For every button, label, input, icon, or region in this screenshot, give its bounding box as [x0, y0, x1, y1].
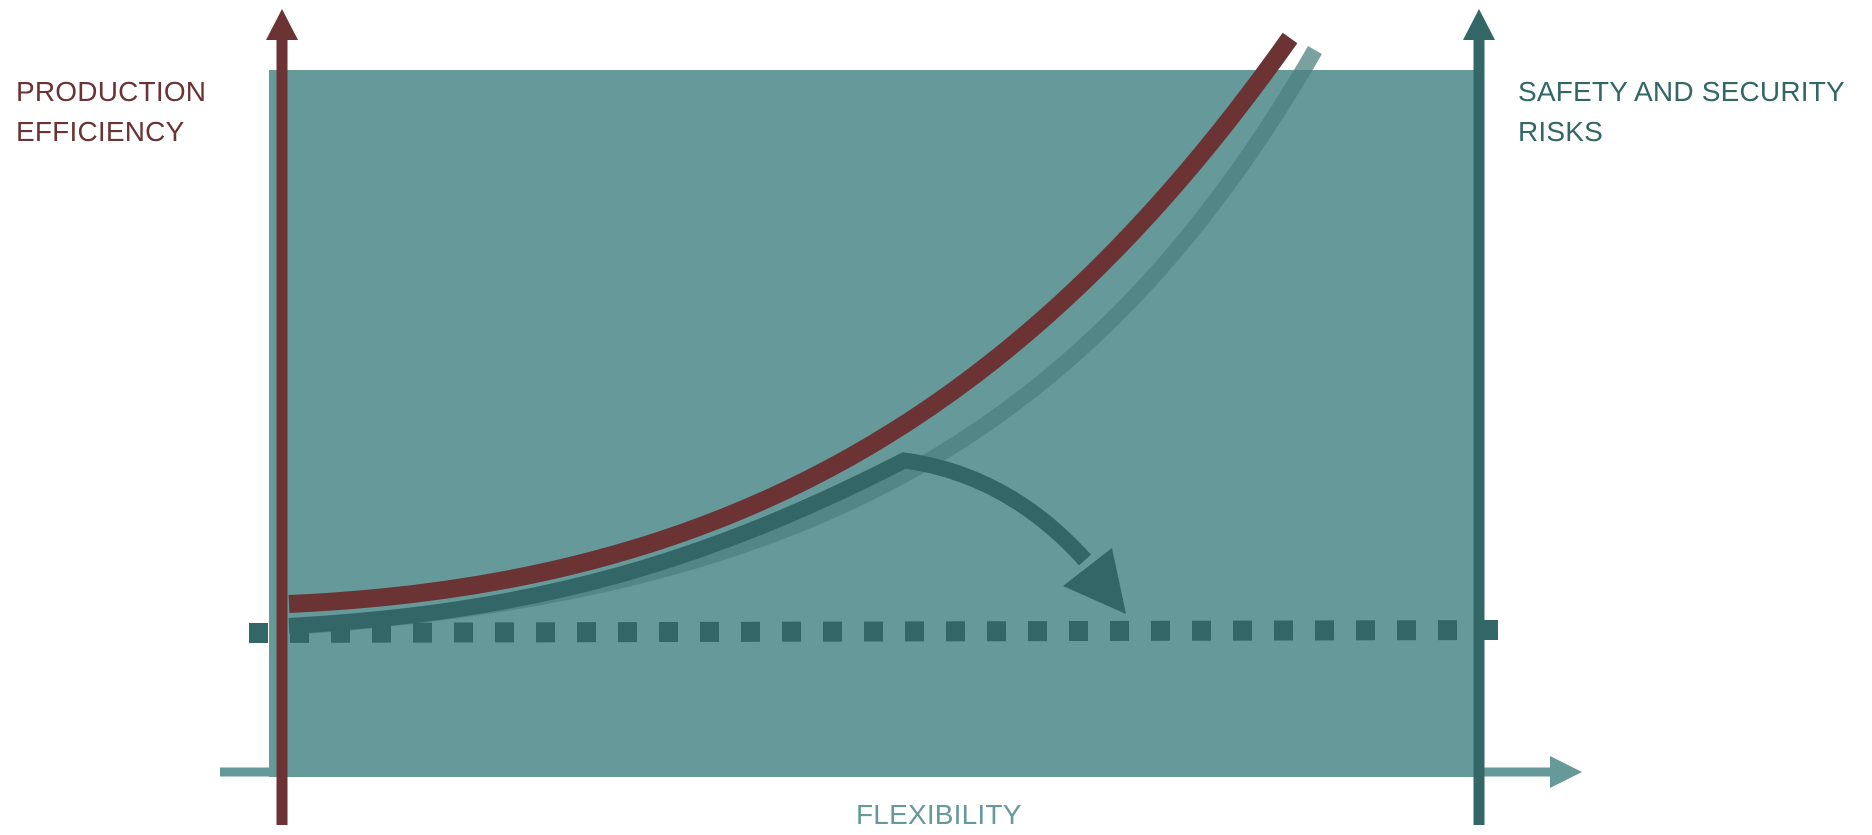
risk-axis-arrowhead — [1463, 9, 1495, 40]
risk-axis — [1463, 9, 1495, 825]
flexibility-axis-arrowhead — [1550, 756, 1582, 788]
risk-axis-label-line-1: SAFETY AND SECURITY — [1518, 76, 1845, 107]
efficiency-axis-label: PRODUCTION EFFICIENCY — [16, 72, 206, 152]
flexibility-axis — [220, 756, 1582, 788]
risk-baseline-dotted — [248, 620, 1506, 643]
risk-reduction-arrowhead — [1063, 548, 1126, 614]
risk-axis-label: SAFETY AND SECURITY RISKS — [1518, 72, 1845, 152]
risk-axis-label-line-2: RISKS — [1518, 116, 1604, 147]
efficiency-axis — [266, 9, 298, 825]
efficiency-axis-arrowhead — [266, 9, 298, 40]
efficiency-axis-label-line-1: PRODUCTION — [16, 76, 207, 107]
risk-reduction-arrow — [899, 452, 1126, 614]
flexibility-axis-label-text: FLEXIBILITY — [856, 799, 1022, 830]
flexibility-axis-label: FLEXIBILITY — [856, 795, 1022, 835]
efficiency-axis-label-line-2: EFFICIENCY — [16, 116, 185, 147]
risk-curve — [288, 452, 909, 634]
background-panel — [269, 70, 1479, 777]
efficiency-curve — [288, 32, 1298, 613]
